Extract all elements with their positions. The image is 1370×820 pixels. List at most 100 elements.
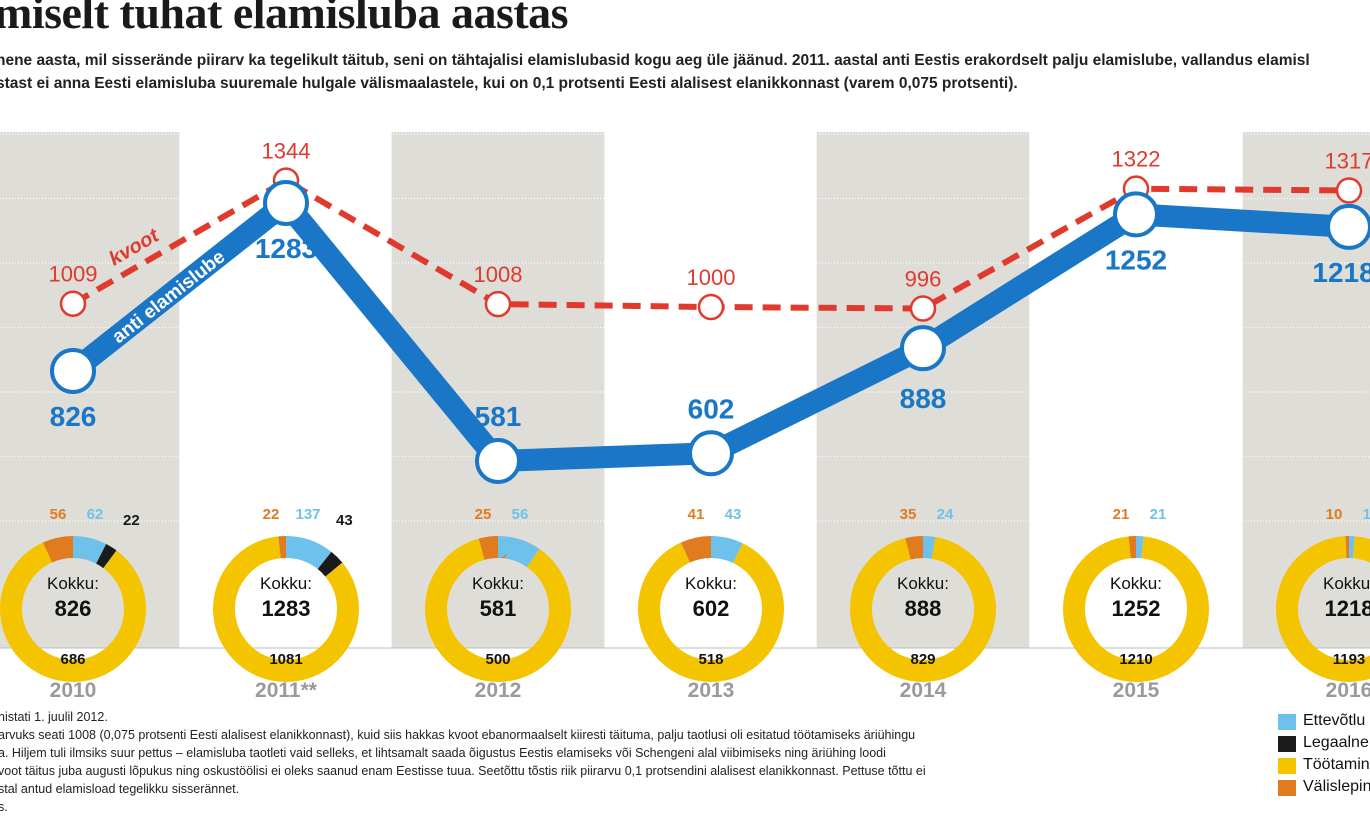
donut-label-tootamine: 1210 [1119,651,1152,668]
donut-total: 1252 [1112,596,1161,621]
x-tick-label: 2011** [255,679,318,702]
donut-segment [425,536,571,682]
anti-elamislube-point [688,430,734,477]
legend-swatch [1278,714,1296,730]
footnote-line-6: s. [0,800,8,814]
kvoot-point [59,290,87,317]
x-tick-label: 2012 [475,679,522,702]
donut-label-legaalne: 22 [123,512,140,529]
donut-total: 1218 [1325,596,1370,621]
donut-label-tootamine: 500 [485,651,510,668]
donut-label-ettevotlus: 43 [725,506,742,523]
donut-label-ettevotlus: 62 [87,506,104,523]
donut-segment [1063,536,1209,682]
donut-label-tootamine: 1081 [269,651,302,668]
anti-elamislube-point [475,438,521,484]
donut-center-label: Kokku: [897,574,949,593]
donut-chart: Kokku: 888 24 829 35 [850,506,996,682]
donut-chart: Kokku: 581 56 500 25 [425,506,571,682]
x-tick-label: 2016 [1326,679,1370,702]
footnote-line-4: voot täitus juba augusti lõpukus ning os… [0,764,926,778]
legend-swatch [1278,758,1296,774]
donut-segment [425,536,571,682]
page-title: miselt tuhat elamisluba aastas [0,0,569,38]
legend-label: Välislepin [1303,778,1370,795]
x-tick-label: 2014 [900,679,947,702]
donut-label-ettevotlus: 56 [512,506,529,523]
donut-segment [213,536,359,682]
x-tick-label: 2013 [688,679,735,702]
donut-label-ettevotlus: 24 [937,506,954,523]
donut-label-valisleping: 25 [475,506,492,523]
donut-segment [1276,536,1370,682]
donut-total: 581 [480,596,517,621]
donut-chart: Kokku: 1252 21 1210 21 [1063,506,1209,682]
anti-elamislube-point [900,325,946,372]
donut-center-label: Kokku: [472,574,524,593]
donut-segment [850,536,996,682]
legend-label: Legaalne [1303,734,1369,751]
donut-label-tootamine: 518 [698,651,723,668]
anti-elamislube-value-label: 826 [50,401,97,432]
kvoot-value-label: 1322 [1112,147,1161,172]
column-band [604,132,818,648]
kvoot-point [1335,177,1363,204]
donut-label-valisleping: 21 [1113,506,1130,523]
intro-line-2: stast ei anna Eesti elamisluba suuremale… [0,75,1018,92]
anti-elamislube-value-label: 1218* [1312,257,1370,288]
donut-total: 826 [55,596,92,621]
donut-center-label: Kokku: [47,574,99,593]
donut-segment [0,536,146,682]
donut-segment [1063,536,1209,682]
donut-segment [213,536,359,682]
donut-label-valisleping: 35 [900,506,917,523]
anti-elamislube-value-label: 581 [475,401,522,432]
donut-chart: Kokku: 1283 137 43 1081 22 [213,506,359,682]
donut-center-label: Kokku: [260,574,312,593]
intro-line-1: nene aasta, mil sisserände piirarv ka te… [0,52,1310,69]
kvoot-value-label: 1317 [1325,149,1370,174]
kvoot-value-label: 1009 [49,262,98,287]
anti-elamislube-point [1326,203,1370,250]
donut-label-tootamine: 1193 [1333,651,1366,668]
column-band [391,132,605,648]
donut-label-legaalne: 43 [336,512,353,529]
x-tick-label: 2015 [1113,679,1160,702]
donut-total: 1283 [262,596,311,621]
donut-label-ettevotlus: 137 [295,506,320,523]
anti-elamislube-value-label: 602 [688,393,735,424]
legend-label: Töötamin [1303,756,1370,773]
chart-area: 1009 1344 1008 1000 996 1322 1317 826 1283 581 602… [0,132,1370,702]
donut-label-valisleping: 41 [688,506,705,523]
donut-center-label: Kokku: [1323,574,1370,593]
footnote-line-3: a. Hiljem tuli ilmsiks suur pettus – ela… [0,746,886,760]
donut-label-tootamine: 686 [60,651,85,668]
donut-segment [1276,536,1370,682]
donut-center-label: Kokku: [1110,574,1162,593]
donut-label-valisleping: 22 [263,506,280,523]
donut-label-ettevotlus: 21 [1150,506,1167,523]
donut-chart: Kokku: 602 43 518 41 [638,506,784,682]
anti-elamislube-point [263,180,309,227]
donut-center-label: Kokku: [685,574,737,593]
legend-label: Ettevõtlu [1303,712,1366,729]
donut-segment [638,536,784,682]
kvoot-value-label: 996 [905,266,942,291]
donut-label-valisleping: 56 [50,506,67,523]
footnote-line-1: nistati 1. juulil 2012. [0,710,108,724]
kvoot-value-label: 1000 [687,265,736,290]
kvoot-point [909,295,937,322]
donut-segment [638,536,784,682]
donut-chart: Kokku: 826 62 22 686 56 [0,506,146,682]
footnote-line-2: arvuks seati 1008 (0,075 protsenti Eesti… [0,728,916,742]
legend-swatch [1278,780,1296,796]
kvoot-value-label: 1344 [262,139,311,164]
donut-total: 888 [905,596,942,621]
donut-label-ettevotlus: 15 [1363,506,1370,523]
kvoot-value-label: 1008 [474,262,523,287]
donut-segment [0,536,146,682]
anti-elamislube-value-label: 888 [900,383,947,414]
anti-elamislube-value-label: 1252 [1105,244,1167,275]
legend-swatch [1278,736,1296,752]
x-tick-label: 2010 [50,679,97,702]
